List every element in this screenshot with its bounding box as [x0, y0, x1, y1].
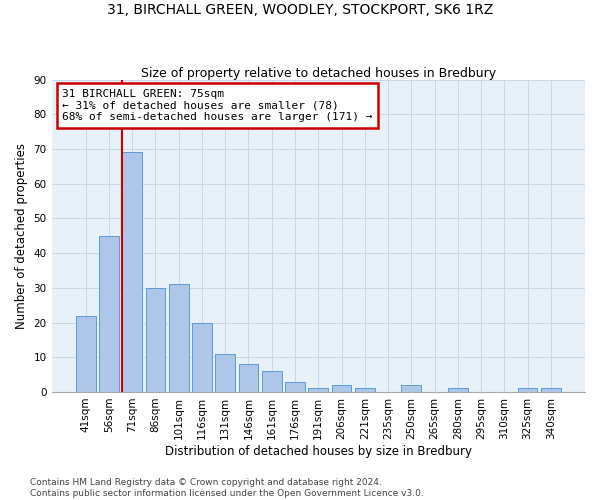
- Bar: [122, 152, 142, 392]
- Bar: [239, 364, 259, 392]
- X-axis label: Distribution of detached houses by size in Bredbury: Distribution of detached houses by size …: [165, 444, 472, 458]
- Bar: [355, 388, 374, 392]
- Bar: [215, 354, 235, 392]
- Bar: [192, 322, 212, 392]
- Y-axis label: Number of detached properties: Number of detached properties: [15, 142, 28, 328]
- Bar: [518, 388, 538, 392]
- Bar: [146, 288, 166, 392]
- Bar: [285, 382, 305, 392]
- Text: 31, BIRCHALL GREEN, WOODLEY, STOCKPORT, SK6 1RZ: 31, BIRCHALL GREEN, WOODLEY, STOCKPORT, …: [107, 2, 493, 16]
- Bar: [308, 388, 328, 392]
- Bar: [262, 371, 281, 392]
- Text: 31 BIRCHALL GREEN: 75sqm
← 31% of detached houses are smaller (78)
68% of semi-d: 31 BIRCHALL GREEN: 75sqm ← 31% of detach…: [62, 89, 373, 122]
- Text: Contains HM Land Registry data © Crown copyright and database right 2024.
Contai: Contains HM Land Registry data © Crown c…: [30, 478, 424, 498]
- Bar: [332, 385, 352, 392]
- Bar: [448, 388, 468, 392]
- Bar: [541, 388, 561, 392]
- Bar: [169, 284, 188, 392]
- Bar: [99, 236, 119, 392]
- Bar: [401, 385, 421, 392]
- Bar: [76, 316, 95, 392]
- Title: Size of property relative to detached houses in Bredbury: Size of property relative to detached ho…: [141, 66, 496, 80]
